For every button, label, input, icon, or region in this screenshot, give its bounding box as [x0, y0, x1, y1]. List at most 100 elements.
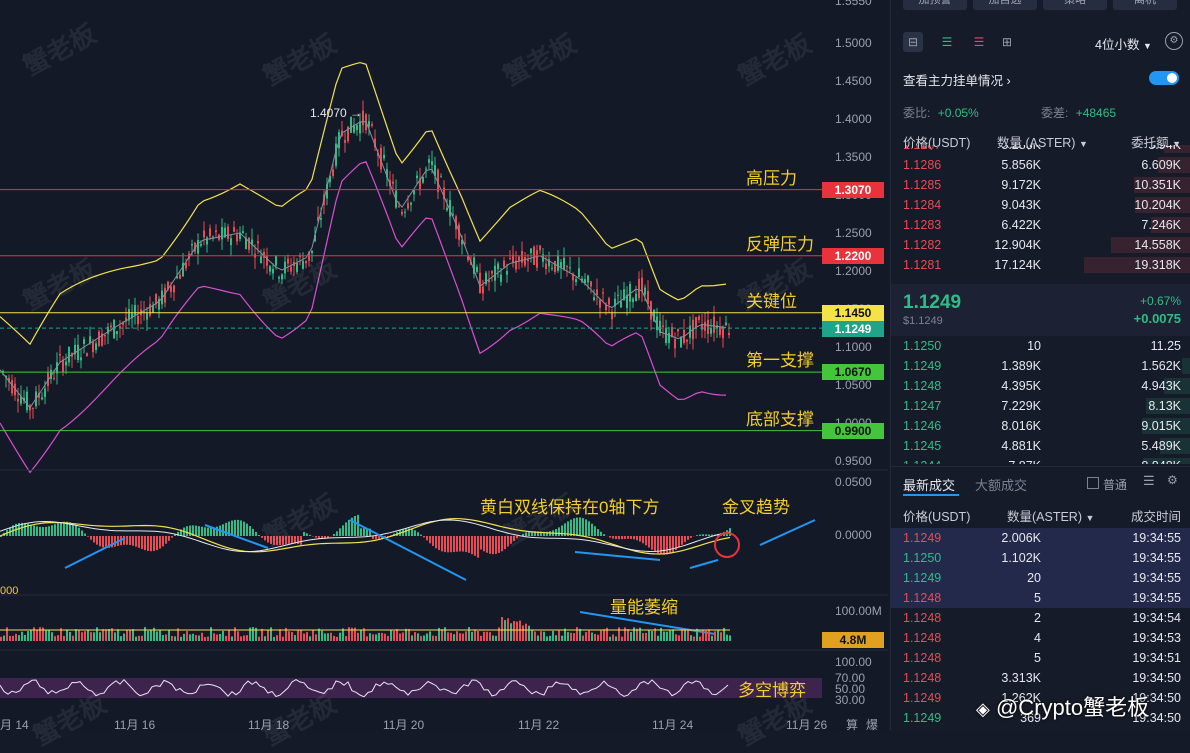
- trade-qty-header[interactable]: 数量(ASTER) ▼: [1007, 506, 1094, 525]
- volume-bar: [72, 636, 74, 641]
- candle-body: [632, 299, 634, 302]
- macd-bar: [603, 534, 605, 536]
- candle-body: [104, 335, 106, 336]
- candle-body: [404, 212, 406, 213]
- decimals-select-value: 4位小数: [1095, 38, 1139, 52]
- volume-bar: [384, 634, 386, 641]
- view-both-icon[interactable]: ⊟: [903, 32, 923, 52]
- decimals-select[interactable]: 4位小数 ▼: [1095, 34, 1152, 53]
- volume-bar: [228, 630, 230, 641]
- volume-bar: [243, 636, 245, 641]
- tab-large-trades[interactable]: 大额成交: [975, 475, 1027, 494]
- macd-bar: [690, 536, 692, 538]
- volume-bar: [555, 635, 557, 641]
- price-axis-label: 1.5550: [835, 0, 872, 8]
- filter-icon[interactable]: ☰: [1143, 473, 1155, 489]
- candle-body: [344, 140, 346, 143]
- macd-bar: [93, 536, 95, 542]
- volume-bar: [45, 630, 47, 641]
- trade-price: 1.1249: [903, 568, 941, 588]
- candle-body: [641, 278, 643, 292]
- other-button[interactable]: 离机: [1113, 0, 1177, 10]
- candle-body: [197, 240, 199, 253]
- macd-bar: [84, 534, 86, 536]
- volume-bar: [699, 637, 701, 641]
- view-asks-icon[interactable]: ☰: [969, 32, 989, 52]
- candle-body: [221, 227, 223, 239]
- macd-bar: [96, 536, 98, 545]
- orderbook-total: 6.609K: [1141, 155, 1181, 175]
- volume-bar: [78, 630, 80, 641]
- volume-bar: [675, 634, 677, 641]
- volume-bar: [33, 627, 35, 641]
- volume-bar: [579, 629, 581, 641]
- volume-bar: [519, 621, 521, 641]
- macd-bar: [156, 536, 158, 550]
- macd-bar: [420, 535, 422, 536]
- depth-icon[interactable]: ⊞: [997, 32, 1017, 52]
- trade-qty: 3.313K: [1001, 668, 1041, 688]
- volume-bar: [669, 630, 671, 641]
- candle-body: [728, 333, 730, 335]
- candle-body: [725, 323, 727, 326]
- candle-body: [80, 357, 82, 360]
- main-orders-toggle[interactable]: [1149, 71, 1179, 85]
- orderbook-total: 5.489K: [1141, 436, 1181, 456]
- orderbook-qty: 5.283K: [1001, 145, 1041, 155]
- orderbook-row[interactable]: 1.12447.87K8.848K: [891, 456, 1190, 464]
- macd-bar: [165, 536, 167, 544]
- candle-body: [113, 320, 115, 338]
- volume-bar: [63, 636, 65, 641]
- strategy-button[interactable]: 策略: [1043, 0, 1107, 10]
- settings-icon[interactable]: ⚙: [1165, 32, 1183, 50]
- add-favorite-button[interactable]: 加自选: [973, 0, 1037, 10]
- price-chart[interactable]: 1.55501.50001.45001.40001.35001.30001.25…: [0, 0, 888, 730]
- candle-body: [170, 287, 172, 292]
- volume-bar: [252, 627, 254, 641]
- volume-annotation: 量能萎缩: [610, 593, 678, 618]
- level-annotation: 第一支撑: [746, 346, 814, 371]
- macd-bar: [591, 524, 593, 536]
- candle-body: [407, 203, 409, 208]
- volume-bar: [597, 635, 599, 641]
- orderbook-total: 8.848K: [1141, 456, 1181, 464]
- x-axis-label: 11月 20: [383, 716, 424, 733]
- view-bids-icon[interactable]: ☰: [937, 32, 957, 52]
- candle-body: [545, 264, 547, 269]
- macd-bar: [438, 536, 440, 550]
- candle-body: [320, 218, 322, 220]
- add-alert-button[interactable]: 加预警: [903, 0, 967, 10]
- main-orders-link[interactable]: 查看主力挂单情况 ›: [903, 70, 1011, 89]
- candle-body: [566, 266, 568, 267]
- settings-icon[interactable]: ⚙: [1167, 473, 1178, 487]
- candle-body: [59, 354, 61, 356]
- candle-body: [83, 339, 85, 344]
- price-axis-label: 1.2500: [835, 226, 872, 240]
- volume-bar: [300, 630, 302, 641]
- candle-body: [704, 322, 706, 331]
- candle-body: [602, 292, 604, 293]
- tab-latest-trades[interactable]: 最新成交: [903, 475, 955, 494]
- macd-bar: [48, 526, 50, 536]
- normal-checkbox[interactable]: [1087, 477, 1099, 489]
- macd-bar: [468, 536, 470, 553]
- macd-bar: [456, 536, 458, 552]
- candle-body: [392, 182, 394, 184]
- volume-bar: [411, 635, 413, 641]
- orderbook-total: 5.94K: [1148, 145, 1181, 155]
